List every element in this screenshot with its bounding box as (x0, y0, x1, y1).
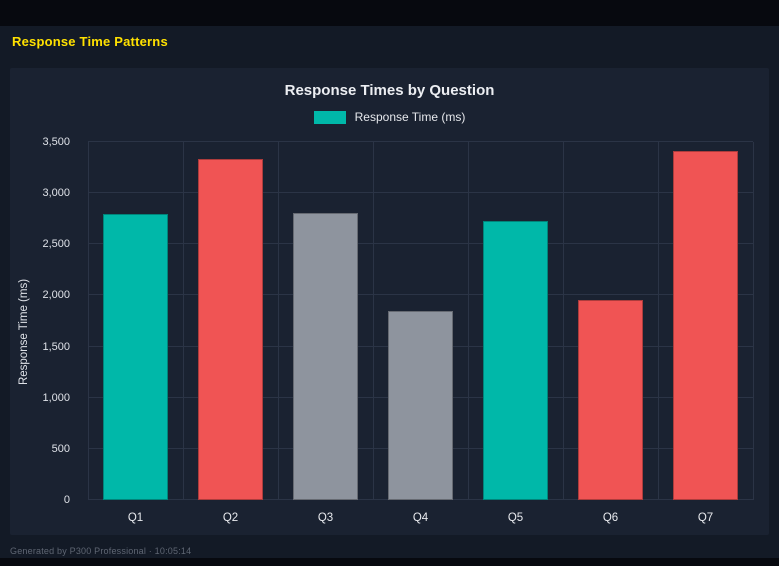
y-tick-label: 1,500 (42, 340, 70, 353)
gridline-vertical (658, 142, 659, 500)
bar-q4[interactable] (388, 310, 453, 500)
top-window-strip (0, 0, 779, 26)
footer-status: Generated by P300 Professional · 10:05:1… (10, 546, 192, 556)
bar-q2[interactable] (198, 159, 263, 500)
chart-title: Response Times by Question (284, 82, 495, 99)
y-tick-label: 2,000 (42, 289, 70, 302)
bar-column-q1 (88, 142, 183, 500)
y-tick-label: 3,000 (42, 187, 70, 200)
bar-q6[interactable] (578, 299, 643, 500)
x-tick-label-q7: Q7 (697, 512, 714, 524)
y-tick-label: 0 (63, 494, 70, 506)
x-tick-label-q1: Q1 (127, 512, 144, 524)
bar-column-q6 (563, 142, 658, 500)
bar-column-q3 (278, 142, 373, 500)
bar-column-q4 (373, 142, 468, 500)
x-tick-label-q4: Q4 (412, 512, 429, 524)
bar-column-q5 (468, 142, 563, 500)
y-tick-label: 2,500 (42, 238, 70, 251)
x-tick-label-q3: Q3 (317, 512, 334, 524)
gridline-vertical (563, 142, 564, 500)
chart-panel: Response Times by Question Response Time… (10, 68, 769, 535)
y-tick-label: 1,000 (42, 391, 70, 404)
bar-q5[interactable] (483, 220, 548, 500)
x-tick-label-q2: Q2 (222, 512, 239, 524)
bar-q3[interactable] (293, 212, 358, 500)
gridline-horizontal (88, 192, 753, 194)
bottom-window-strip (0, 558, 779, 566)
gridline-vertical (753, 142, 754, 500)
gridline-horizontal (88, 141, 753, 142)
chart-legend: Response Time (ms) (10, 110, 769, 124)
gridline-vertical (183, 142, 184, 500)
legend-swatch (313, 110, 346, 124)
gridline-horizontal (88, 243, 753, 245)
bar-column-q7 (658, 142, 753, 500)
y-tick-label: 500 (51, 442, 70, 455)
chart-body: Response Time (ms) 0 500 1,000 1,500 2,000 2,… (10, 130, 769, 535)
gridline-vertical (373, 142, 374, 500)
y-tick-label: 3,500 (42, 136, 70, 148)
y-axis-ticks: 0 500 1,000 1,500 2,000 2,500 3,000 3,500 (10, 136, 80, 506)
gridline-vertical (278, 142, 279, 500)
x-axis-labels: Q1 Q2 Q3 Q4 Q5 Q6 Q7 (88, 512, 753, 524)
bar-q7[interactable] (673, 151, 738, 500)
bar-column-q2 (183, 142, 278, 500)
legend-label: Response Time (ms) (354, 110, 466, 124)
page-title: Response Time Patterns (12, 34, 168, 49)
x-tick-label-q6: Q6 (602, 512, 619, 524)
x-tick-label-q5: Q5 (507, 512, 524, 524)
legend-item-response-time[interactable]: Response Time (ms) (313, 110, 466, 124)
bar-q1[interactable] (103, 213, 168, 500)
gridline-vertical (468, 142, 469, 500)
gridline-vertical (88, 142, 89, 500)
plot-area (88, 141, 754, 500)
bars-container (88, 142, 753, 500)
gridline-horizontal (88, 294, 753, 296)
